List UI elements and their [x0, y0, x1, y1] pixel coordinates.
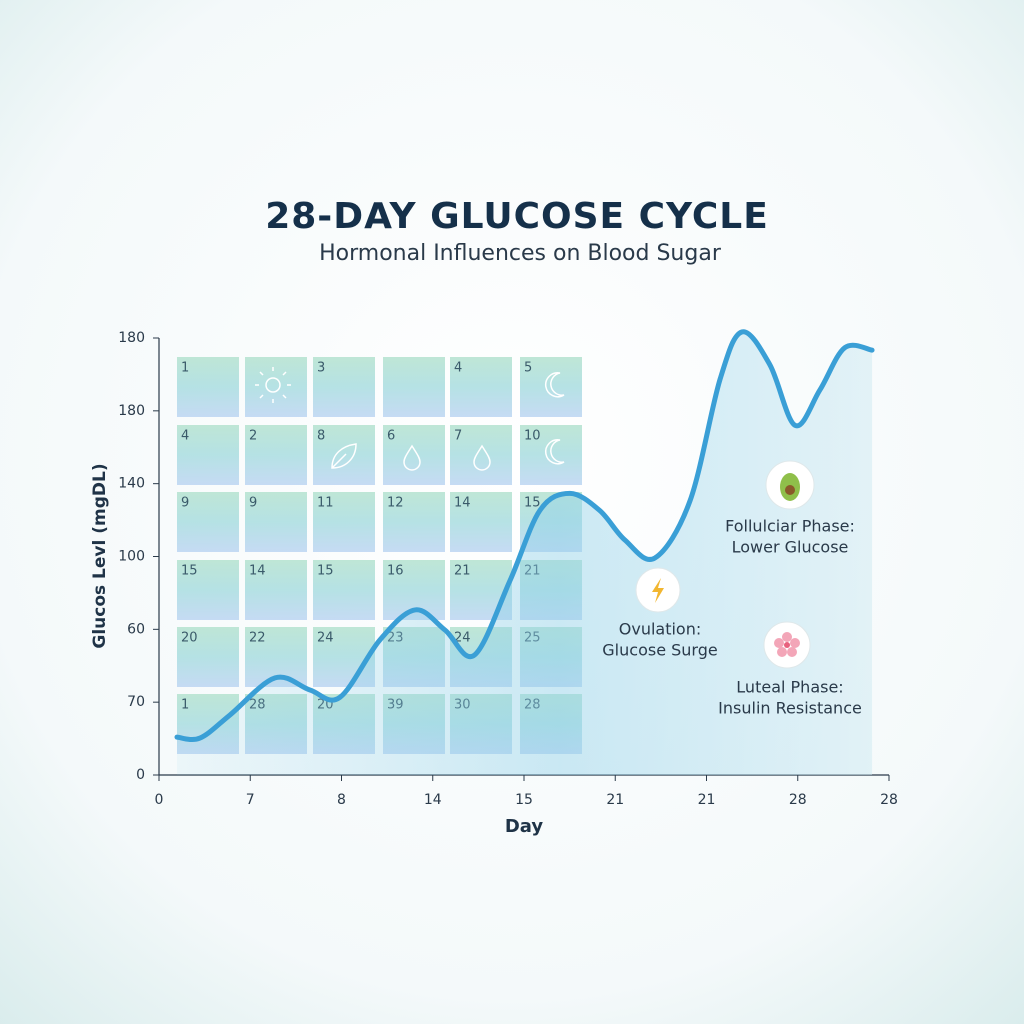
area — [176, 331, 873, 775]
calendar-cell — [383, 357, 445, 417]
calendar-day: 6 — [387, 429, 395, 444]
calendar-cell — [177, 492, 239, 552]
avocado-icon-seed — [785, 485, 795, 495]
calendar-day: 21 — [454, 564, 471, 579]
flower-icon-center — [784, 642, 790, 648]
annotation: Follulciar Phase: — [725, 517, 855, 536]
y-tick-label: 100 — [118, 549, 145, 565]
flower-icon-petals — [774, 632, 800, 657]
calendar-icons — [255, 367, 565, 471]
calendar-cell — [245, 560, 307, 620]
y-axis-label: Glucos Levl (mgDL) — [90, 463, 110, 648]
y-tick-label: 0 — [136, 767, 145, 783]
calendar-day: 22 — [249, 631, 266, 646]
calendar-day: 4 — [181, 429, 189, 444]
annotation: Insulin Resistance — [718, 699, 862, 718]
annotation: Luteal Phase: — [736, 678, 843, 697]
calendar-day: 11 — [317, 496, 334, 511]
calendar-cell — [450, 425, 512, 485]
line — [174, 329, 875, 743]
x-axis-label: Day — [505, 816, 544, 837]
calendar-day: 24 — [317, 631, 334, 646]
calendar-day: 12 — [387, 496, 404, 511]
annotation: Ovulation: — [619, 620, 702, 639]
calendar-cell — [383, 492, 445, 552]
calendar-day: 7 — [454, 429, 462, 444]
calendar-cell — [177, 560, 239, 620]
calendar-day: 3 — [317, 361, 325, 376]
x-tick-label: 0 — [155, 792, 164, 808]
calendar-day: 16 — [387, 564, 404, 579]
annotation: Lower Glucose — [732, 538, 849, 557]
calendar-day: 1 — [181, 361, 189, 376]
x-tick-label: 14 — [424, 792, 442, 808]
calendar-cell — [245, 492, 307, 552]
chart-title: 28-DAY GLUCOSE CYCLE — [265, 196, 769, 237]
y-tick-label: 60 — [127, 621, 145, 637]
x-tick-label: 21 — [606, 792, 624, 808]
calendar-day: 15 — [317, 564, 334, 579]
calendar-day: 14 — [249, 564, 266, 579]
calendar-cell — [313, 492, 375, 552]
calendar-day: 4 — [454, 361, 462, 376]
calendar-cell — [245, 357, 307, 417]
calendar-cell — [450, 492, 512, 552]
calendar-cell — [383, 425, 445, 485]
sun-icon — [265, 377, 281, 393]
x-tick-label: 21 — [698, 792, 716, 808]
x-tick-label: 28 — [789, 792, 807, 808]
calendar-day: 8 — [317, 429, 325, 444]
annotation: Glucose Surge — [602, 641, 717, 660]
calendar-day: 24 — [454, 631, 471, 646]
moon-icon — [544, 372, 565, 398]
calendar-day: 10 — [524, 429, 541, 444]
sun-rays — [255, 367, 291, 403]
calendar-cell — [313, 560, 375, 620]
calendar-cell — [245, 425, 307, 485]
x-tick-label: 28 — [880, 792, 898, 808]
drop-icon — [473, 444, 491, 471]
calendar-cell — [177, 357, 239, 417]
y-tick-label: 70 — [127, 694, 145, 710]
calendar-cell — [177, 425, 239, 485]
drop-icon — [403, 444, 421, 471]
bolt-icon-shape — [652, 578, 664, 603]
leaf-icon — [331, 443, 357, 469]
x-tick-label: 7 — [246, 792, 255, 808]
calendar-day: 9 — [249, 496, 257, 511]
moon-icon — [544, 439, 565, 465]
calendar-day: 15 — [524, 496, 541, 511]
calendar-day: 14 — [454, 496, 471, 511]
calendar-day: 5 — [524, 361, 532, 376]
calendar-day: 1 — [181, 698, 189, 713]
y-tick-label: 180 — [118, 330, 145, 346]
calendar-day: 9 — [181, 496, 189, 511]
x-tick-label: 15 — [515, 792, 533, 808]
calendar-day: 2 — [249, 429, 257, 444]
annotation-icons — [635, 460, 815, 669]
x-tick-label: 8 — [337, 792, 346, 808]
calendar-day: 15 — [181, 564, 198, 579]
calendar-cell — [313, 357, 375, 417]
y-tick-label: 140 — [118, 476, 145, 492]
chart-subtitle: Hormonal Influences on Blood Sugar — [319, 241, 722, 266]
y-tick-label: 180 — [118, 403, 145, 419]
calendar-cell — [450, 357, 512, 417]
calendar-day: 20 — [181, 631, 198, 646]
calendar-cell — [177, 627, 239, 687]
